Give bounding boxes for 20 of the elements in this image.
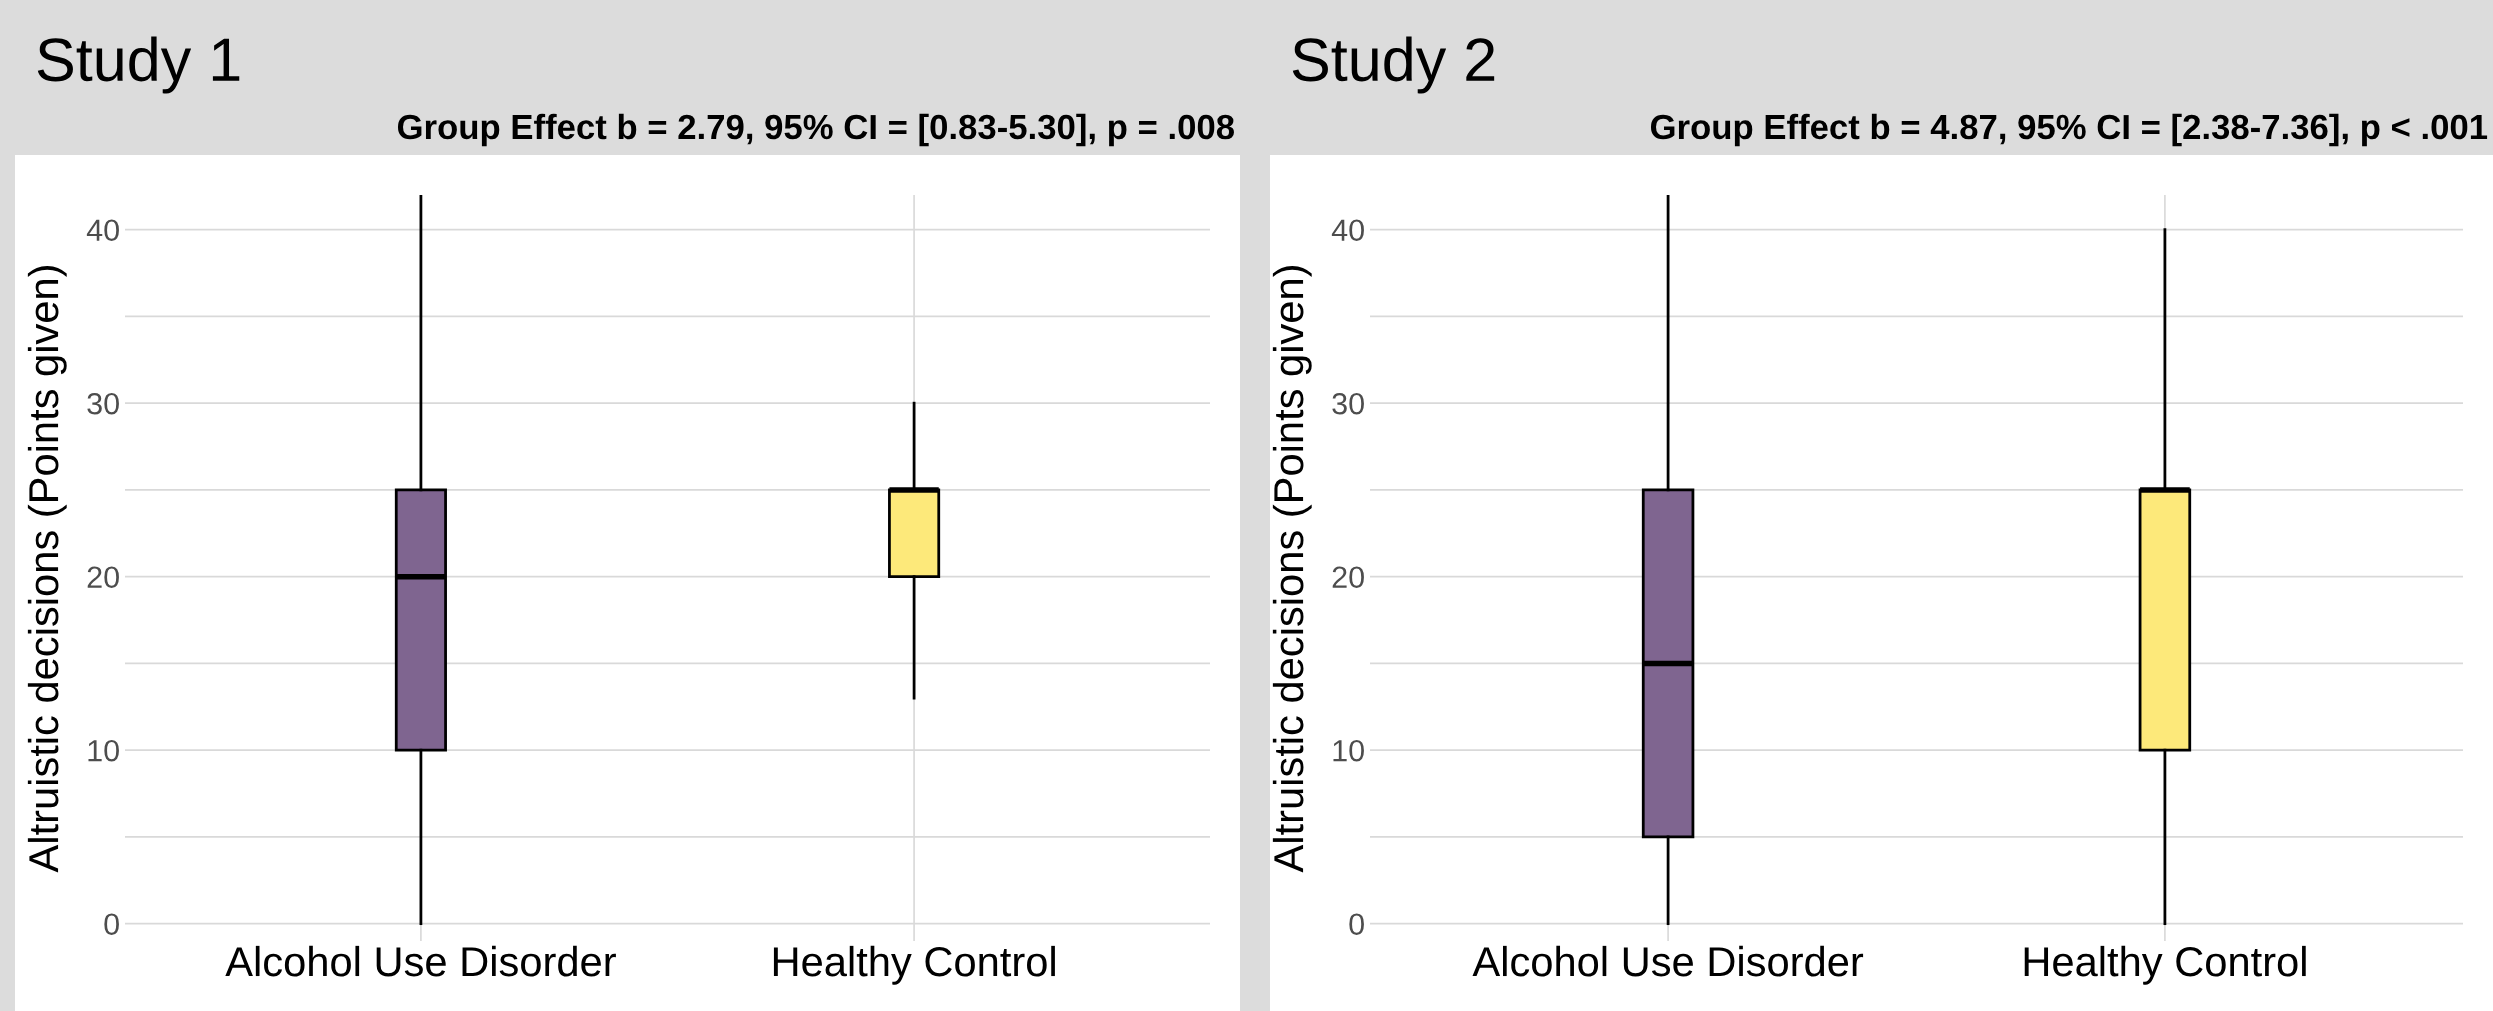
y-axis-title: Altruistic decisions (Points given) (1272, 266, 1312, 873)
y-axis-title: Altruistic decisions (Points given) (27, 266, 67, 873)
y-tick-label: 40 (86, 219, 119, 242)
y-tick-label: 10 (1333, 739, 1364, 762)
y-tick-label: 0 (1349, 913, 1364, 936)
y-tick-label: 0 (104, 913, 119, 936)
x-tick-label: Alcohol Use Disorder (1472, 945, 1864, 977)
y-tick-label: 20 (1332, 566, 1364, 589)
y-tick-label: 40 (1331, 219, 1364, 242)
y-tick-label: 30 (1332, 392, 1364, 415)
chart-title: Study 1 (37, 36, 240, 94)
y-tick-label: 20 (87, 566, 119, 589)
y-tick-label: 10 (88, 739, 119, 762)
chart-subtitle: Group Effect b = 2.79, 95% CI = [0.83-5.30], p = .008 (397, 113, 1234, 147)
x-tick-label: Healthy Control (2024, 945, 2306, 985)
x-tick-label: Alcohol Use Disorder (225, 945, 616, 977)
chart-title: Study 2 (1292, 36, 1495, 94)
y-tick-label: 30 (87, 392, 119, 415)
chart-subtitle: Group Effect b = 4.87, 95% CI = [2.38-7.36], p < .001 (1650, 113, 2488, 147)
x-tick-label: Healthy Control (773, 945, 1055, 985)
